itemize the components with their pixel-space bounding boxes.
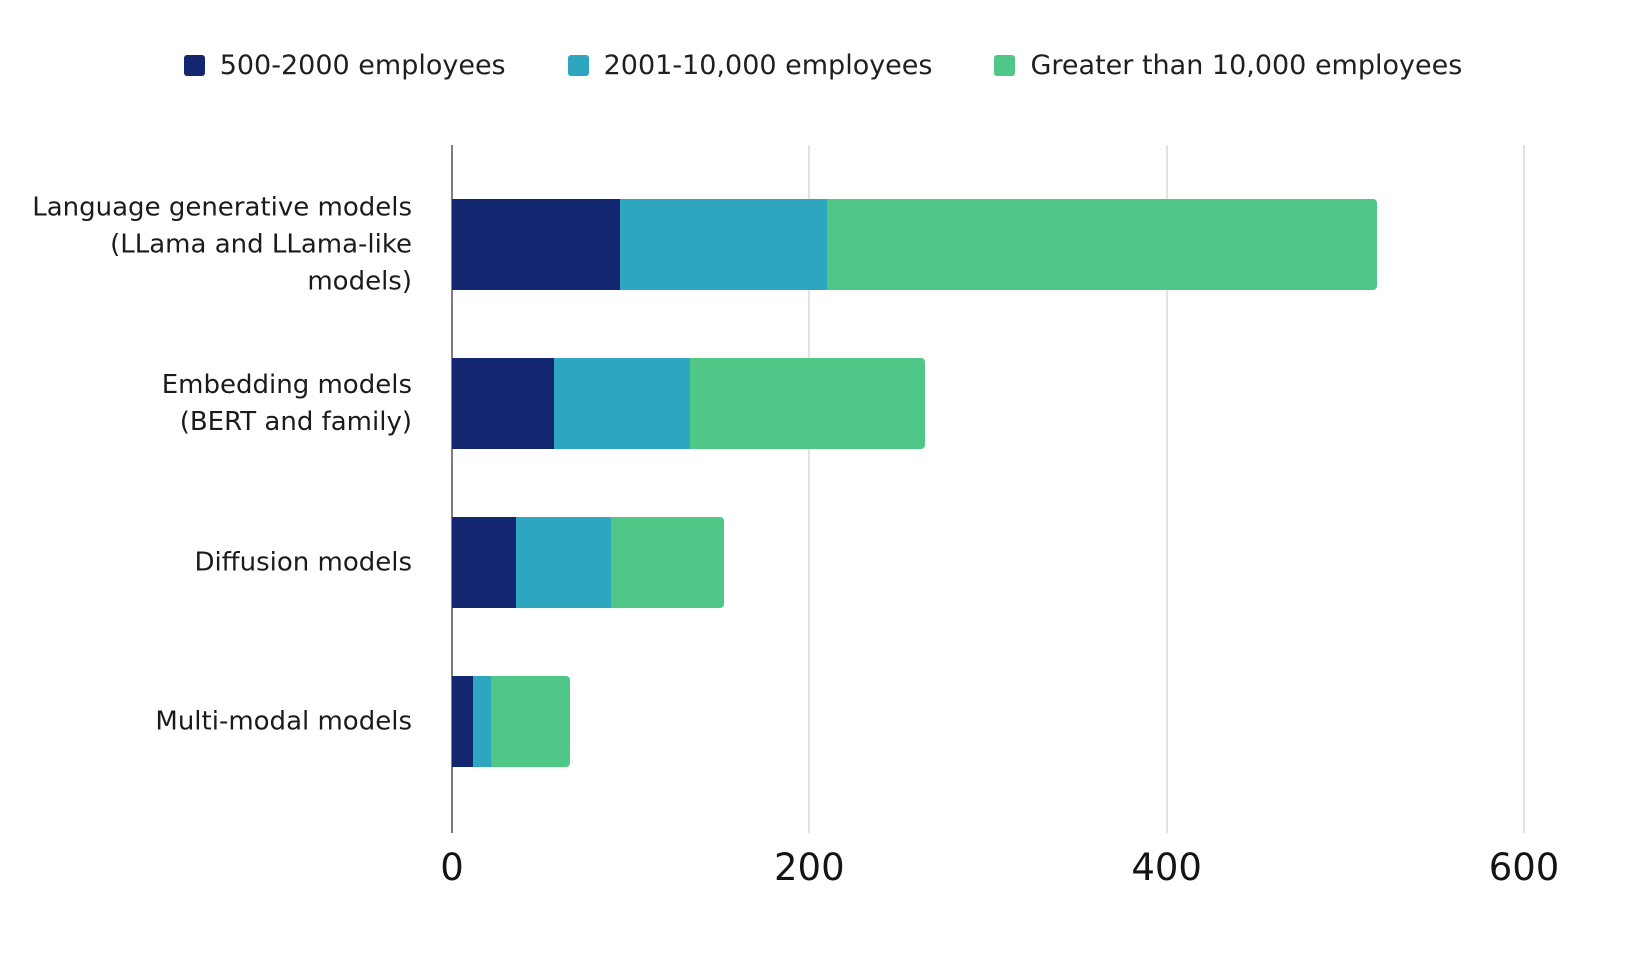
bar-segment <box>827 199 1378 290</box>
vertical-gridline <box>1523 145 1525 833</box>
y-axis-line <box>451 145 453 833</box>
category-label: Language generative models (LLama and LLa… <box>32 192 412 296</box>
x-axis-tick-label: 200 <box>774 846 845 889</box>
category-label: Embedding models (BERT and family) <box>161 369 412 437</box>
bar-segment <box>611 517 724 608</box>
bar-segment <box>491 676 570 767</box>
bar-multi-modal-models <box>452 676 570 767</box>
bar-segment <box>619 199 828 290</box>
vertical-gridline <box>1165 145 1168 833</box>
bar-segment <box>516 517 611 608</box>
legend-label: 500-2000 employees <box>219 50 506 81</box>
bar-segment <box>452 676 474 767</box>
bar-language-generative-models-llama-and-llama-like-models <box>452 199 1378 290</box>
bar-segment <box>452 358 554 449</box>
legend-swatch-icon <box>183 55 205 76</box>
bar-segment <box>452 517 517 608</box>
bar-segment <box>553 358 690 449</box>
legend-swatch-icon <box>567 55 589 76</box>
legend-item: 2001-10,000 employees <box>567 50 933 81</box>
bar-embedding-models-bert-and-family <box>452 358 926 449</box>
x-axis-tick-label: 600 <box>1488 846 1560 889</box>
category-label: Multi-modal models <box>155 706 412 736</box>
bar-segment <box>473 676 492 767</box>
bar-segment <box>452 199 620 290</box>
x-axis-tick-label: 400 <box>1131 846 1202 889</box>
legend-swatch-icon <box>994 55 1016 76</box>
x-axis-tick-label: 0 <box>440 846 464 889</box>
bar-segment <box>689 358 926 449</box>
vertical-gridline <box>808 145 811 833</box>
bar-diffusion-models <box>452 517 724 608</box>
legend-item: Greater than 10,000 employees <box>994 50 1462 81</box>
legend-label: Greater than 10,000 employees <box>1030 50 1463 81</box>
legend-label: 2001-10,000 employees <box>603 50 933 81</box>
chart-legend: 500-2000 employees 2001-10,000 employees G… <box>0 50 1646 81</box>
category-label: Diffusion models <box>194 547 412 577</box>
legend-item: 500-2000 employees <box>183 50 506 81</box>
